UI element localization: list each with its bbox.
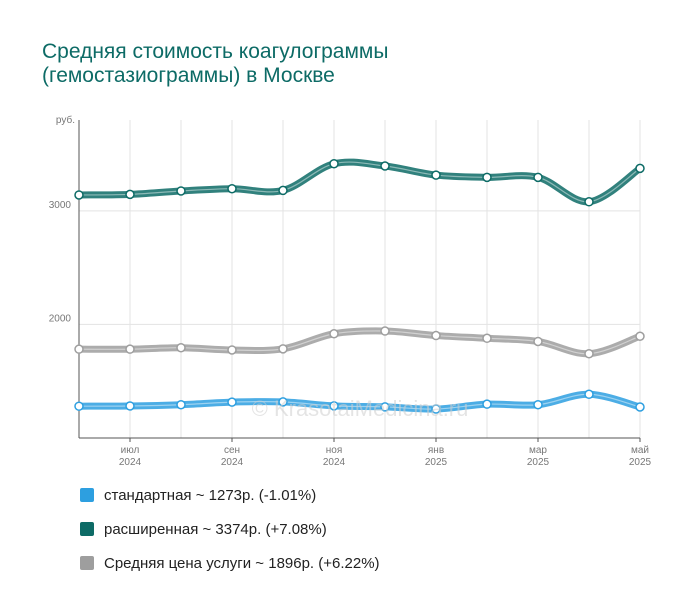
data-point-0 [278,397,288,407]
legend: стандартная ~ 1273р. (-1.01%) расширенна… [80,486,380,588]
data-point-1 [278,185,288,196]
legend-swatch-extended [80,522,94,536]
data-point-0 [380,402,390,412]
data-point-0 [533,399,543,410]
x-tick-label-month: мар [529,445,547,456]
x-tick-label-year: 2024 [323,457,346,468]
data-point-2 [533,336,543,347]
x-tick-label-year: 2025 [527,457,550,468]
chart-title-line-1: Средняя стоимость коагулограммы [42,40,389,63]
data-point-2 [329,328,339,339]
data-point-1 [482,172,492,183]
data-point-1 [584,197,594,207]
legend-item-extended[interactable]: расширенная ~ 3374р. (+7.08%) [80,520,380,538]
legend-label-extended: расширенная ~ 3374р. (+7.08%) [104,520,327,538]
data-point-0 [227,397,237,407]
data-point-0 [482,399,492,409]
data-point-1 [329,158,339,169]
data-point-2 [482,333,492,344]
data-point-2 [635,331,645,341]
data-point-0 [125,401,135,411]
legend-label-average: Средняя цена услуги ~ 1896р. (+6.22%) [104,554,380,572]
data-point-1 [380,161,390,171]
data-point-1 [176,186,186,196]
legend-swatch-average [80,556,94,570]
y-axis-label: руб. [56,114,75,126]
x-tick-label-year: 2025 [425,457,448,468]
x-tick-label-month: май [631,445,649,456]
series-line-highlight-1 [78,161,641,203]
x-tick-label-month: ноя [326,445,343,456]
data-point-2 [380,326,390,336]
y-tick-label: 2000 [49,313,72,324]
data-point-1 [125,189,135,200]
data-point-1 [431,170,441,180]
data-point-1 [533,172,543,183]
x-tick-label-month: янв [428,445,444,456]
data-point-2 [125,344,135,354]
chart-title-line-2: (гемостазиограммы) в Москве [42,64,335,87]
series-line-1 [75,158,644,206]
watermark: © KrasotaiMedicina.ru [252,396,469,421]
data-point-0 [176,399,186,410]
legend-item-standard[interactable]: стандартная ~ 1273р. (-1.01%) [80,486,380,504]
x-tick-label-year: 2025 [629,457,652,468]
x-tick-label-month: сен [224,445,240,456]
data-point-2 [227,345,237,355]
y-tick-label: 3000 [49,200,72,211]
data-point-0 [431,404,441,414]
legend-swatch-standard [80,488,94,502]
data-point-1 [74,190,84,200]
data-point-1 [227,183,237,194]
legend-item-average[interactable]: Средняя цена услуги ~ 1896р. (+6.22%) [80,554,380,572]
data-point-2 [74,344,84,354]
series-line-2 [75,327,644,358]
chart-title: Средняя стоимость коагулограммы (гемоста… [42,40,642,88]
data-point-0 [584,389,594,400]
data-point-2 [584,348,594,359]
data-point-2 [278,344,288,354]
x-tick-label-year: 2024 [119,457,142,468]
data-point-0 [329,401,339,411]
data-point-1 [635,163,645,174]
x-tick-label-month: июл [121,445,140,456]
line-chart: 20003000руб.июл2024сен2024ноя2024янв2025… [49,114,652,468]
legend-label-standard: стандартная ~ 1273р. (-1.01%) [104,486,317,504]
data-point-0 [635,402,645,412]
data-point-2 [431,330,441,341]
data-point-0 [74,401,84,411]
data-point-2 [176,342,186,353]
x-tick-label-year: 2024 [221,457,244,468]
